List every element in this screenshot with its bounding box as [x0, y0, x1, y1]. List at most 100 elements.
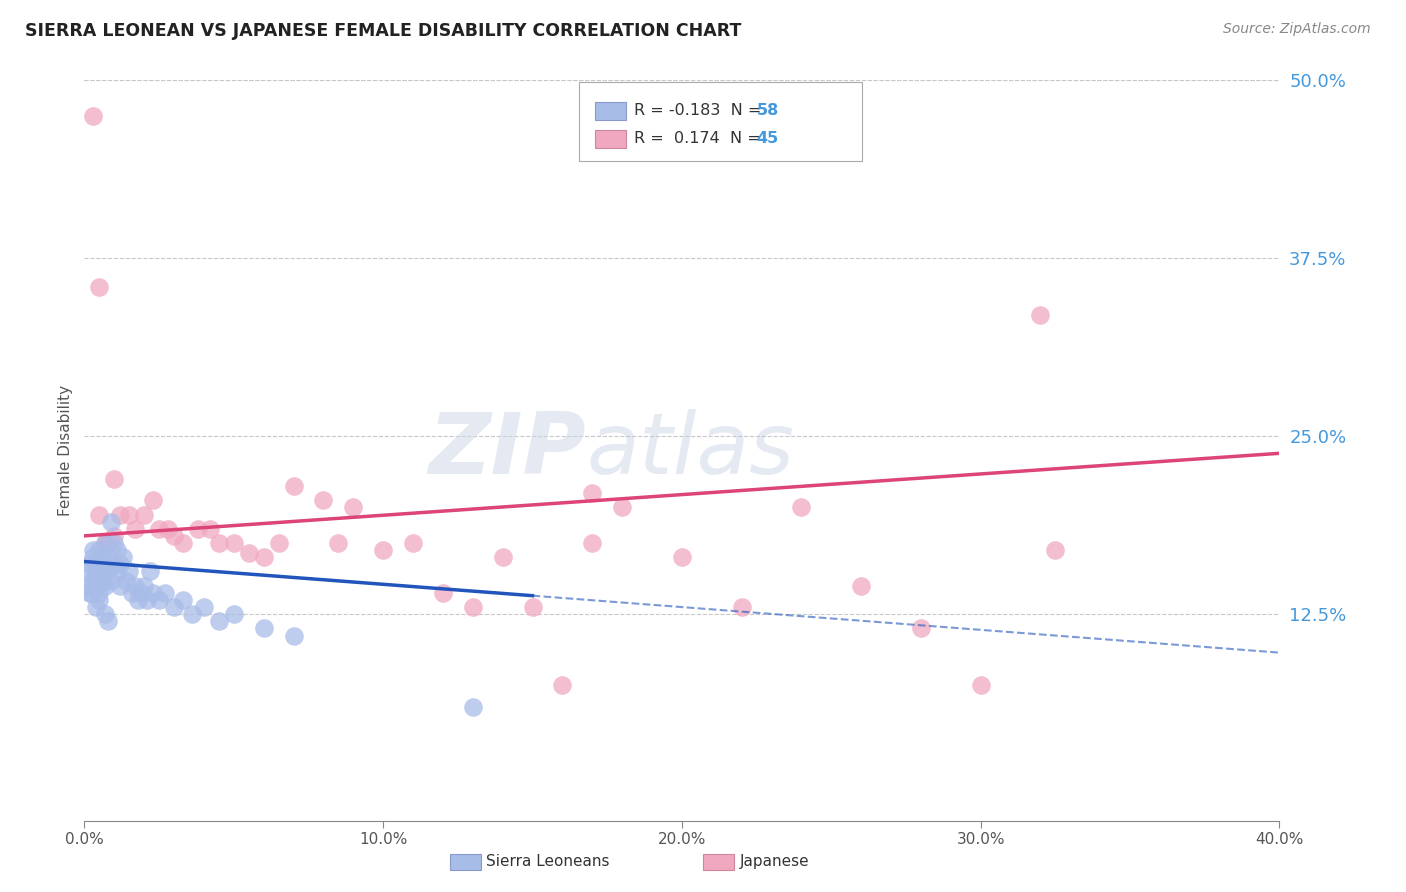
Point — [89, 593, 111, 607]
Point — [612, 500, 634, 515]
Point — [121, 586, 143, 600]
Point — [91, 574, 114, 589]
Point — [328, 536, 350, 550]
Text: 58: 58 — [756, 103, 779, 118]
Text: R =  0.174  N =: R = 0.174 N = — [634, 131, 766, 146]
Point — [492, 550, 515, 565]
Point — [97, 565, 120, 579]
Point — [790, 500, 813, 515]
Point — [105, 565, 128, 579]
Point — [342, 500, 364, 515]
Text: ZIP: ZIP — [429, 409, 586, 492]
Point — [283, 629, 305, 643]
Point — [208, 536, 231, 550]
Text: Sierra Leoneans: Sierra Leoneans — [486, 855, 610, 869]
Point — [89, 565, 111, 579]
Text: SIERRA LEONEAN VS JAPANESE FEMALE DISABILITY CORRELATION CHART: SIERRA LEONEAN VS JAPANESE FEMALE DISABI… — [25, 22, 742, 40]
Point — [1029, 308, 1052, 322]
Point — [118, 508, 141, 522]
Point — [124, 522, 146, 536]
Point — [1045, 543, 1067, 558]
Point — [94, 607, 117, 622]
Point — [100, 574, 122, 589]
Point — [267, 536, 290, 550]
Point — [82, 572, 104, 586]
Point — [208, 615, 231, 629]
Point — [79, 586, 101, 600]
Point — [731, 600, 754, 615]
Point — [103, 558, 125, 572]
Point — [461, 600, 484, 615]
Point — [124, 579, 146, 593]
Point — [187, 522, 209, 536]
Point — [851, 579, 873, 593]
Point — [172, 536, 194, 550]
Point — [132, 508, 156, 522]
Point — [100, 515, 122, 529]
Point — [86, 600, 108, 615]
Point — [82, 109, 104, 123]
Point — [86, 558, 108, 572]
Point — [148, 522, 170, 536]
Point — [82, 579, 104, 593]
Point — [402, 536, 425, 550]
Point — [970, 678, 993, 692]
Point — [148, 593, 170, 607]
Point — [163, 529, 186, 543]
Point — [238, 546, 260, 560]
Point — [94, 536, 117, 550]
Point — [129, 586, 152, 600]
Point — [172, 593, 194, 607]
Point — [103, 529, 125, 543]
Point — [461, 699, 484, 714]
Point — [94, 560, 117, 574]
Point — [94, 536, 117, 550]
Point — [97, 615, 120, 629]
Point — [110, 508, 132, 522]
Point — [86, 565, 108, 579]
Point — [127, 593, 149, 607]
Point — [89, 543, 111, 558]
Point — [432, 586, 454, 600]
Point — [222, 607, 245, 622]
Text: 45: 45 — [756, 131, 779, 146]
Point — [82, 543, 104, 558]
Point — [193, 600, 215, 615]
Point — [97, 550, 120, 565]
Text: R = -0.183  N =: R = -0.183 N = — [634, 103, 766, 118]
Text: Source: ZipAtlas.com: Source: ZipAtlas.com — [1223, 22, 1371, 37]
Text: Japanese: Japanese — [740, 855, 810, 869]
Point — [157, 522, 180, 536]
Text: atlas: atlas — [586, 409, 794, 492]
Point — [86, 579, 108, 593]
Point — [671, 550, 693, 565]
Point — [110, 579, 132, 593]
Point — [103, 472, 125, 486]
Point — [82, 550, 104, 565]
Point — [118, 565, 141, 579]
Point — [910, 622, 932, 636]
Point — [105, 543, 128, 558]
Point — [89, 279, 111, 293]
Point — [139, 565, 162, 579]
Point — [91, 550, 114, 565]
Point — [581, 536, 603, 550]
Point — [91, 558, 114, 572]
Point — [198, 522, 221, 536]
Point — [581, 486, 603, 500]
Point — [136, 593, 159, 607]
Point — [283, 479, 305, 493]
Point — [312, 493, 335, 508]
Point — [551, 678, 574, 692]
Point — [91, 572, 114, 586]
Point — [76, 565, 98, 579]
Point — [112, 550, 135, 565]
Point — [103, 536, 125, 550]
Point — [253, 622, 276, 636]
Point — [97, 536, 120, 550]
Point — [94, 579, 117, 593]
Point — [163, 600, 186, 615]
Point — [373, 543, 395, 558]
Point — [115, 574, 138, 589]
Y-axis label: Female Disability: Female Disability — [58, 384, 73, 516]
